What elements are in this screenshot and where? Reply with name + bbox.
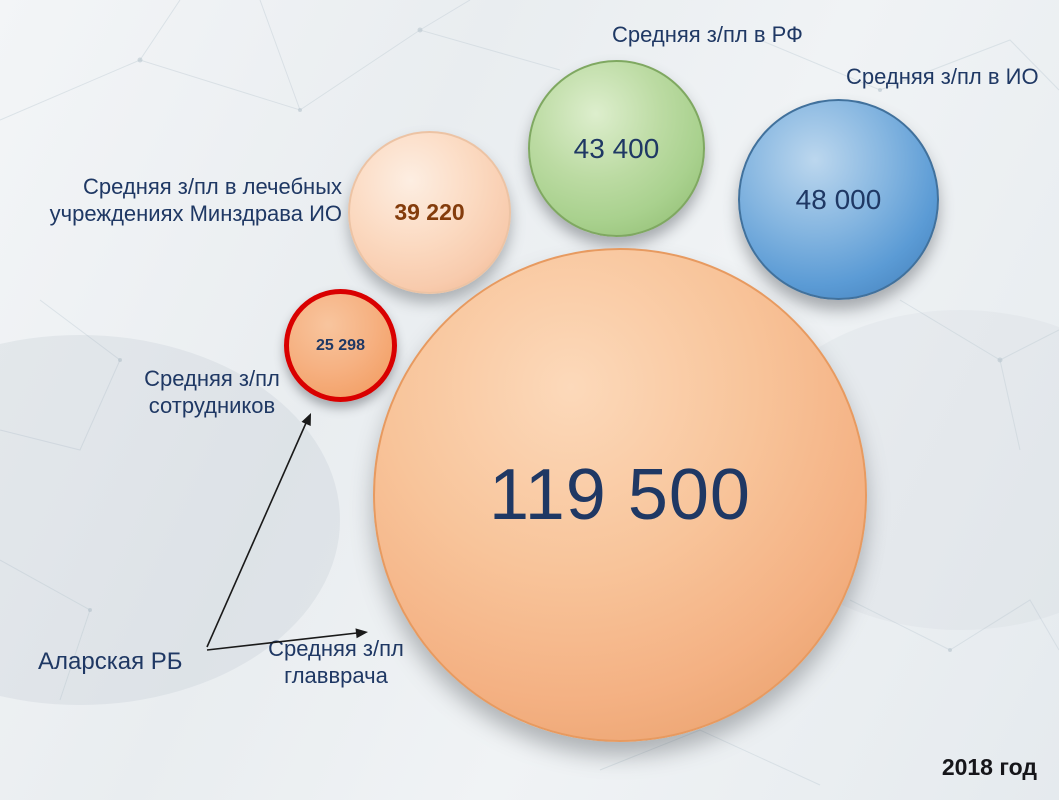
label-avg-salary-chief: Средняя з/пл главврача	[268, 636, 404, 688]
label-avg-salary-minzdrav: Средняя з/пл в лечебных учреждениях Минз…	[49, 174, 342, 226]
bubble-value-minzdrav: 39 220	[394, 199, 465, 225]
label-avg-salary-io: Средняя з/пл в ИО	[846, 64, 1039, 89]
label-avg-salary-staff: Средняя з/пл сотрудников	[144, 366, 280, 418]
bubble-value-chief: 119 500	[489, 455, 751, 535]
bubble-value-io: 48 000	[795, 183, 882, 215]
bubble-avg-salary-minzdrav: 39 220	[348, 131, 511, 294]
label-avg-salary-rf: Средняя з/пл в РФ	[612, 22, 803, 47]
bubble-avg-salary-io: 48 000	[738, 99, 939, 300]
bubble-avg-salary-staff: 25 298	[284, 289, 397, 402]
bubble-avg-salary-chief: 119 500	[373, 248, 867, 742]
bubble-value-rf: 43 400	[573, 132, 660, 164]
year-label: 2018 год	[941, 754, 1037, 780]
bubble-value-staff: 25 298	[316, 336, 365, 354]
org-label: Аларская РБ	[38, 648, 183, 675]
bubble-avg-salary-rf: 43 400	[528, 60, 705, 237]
